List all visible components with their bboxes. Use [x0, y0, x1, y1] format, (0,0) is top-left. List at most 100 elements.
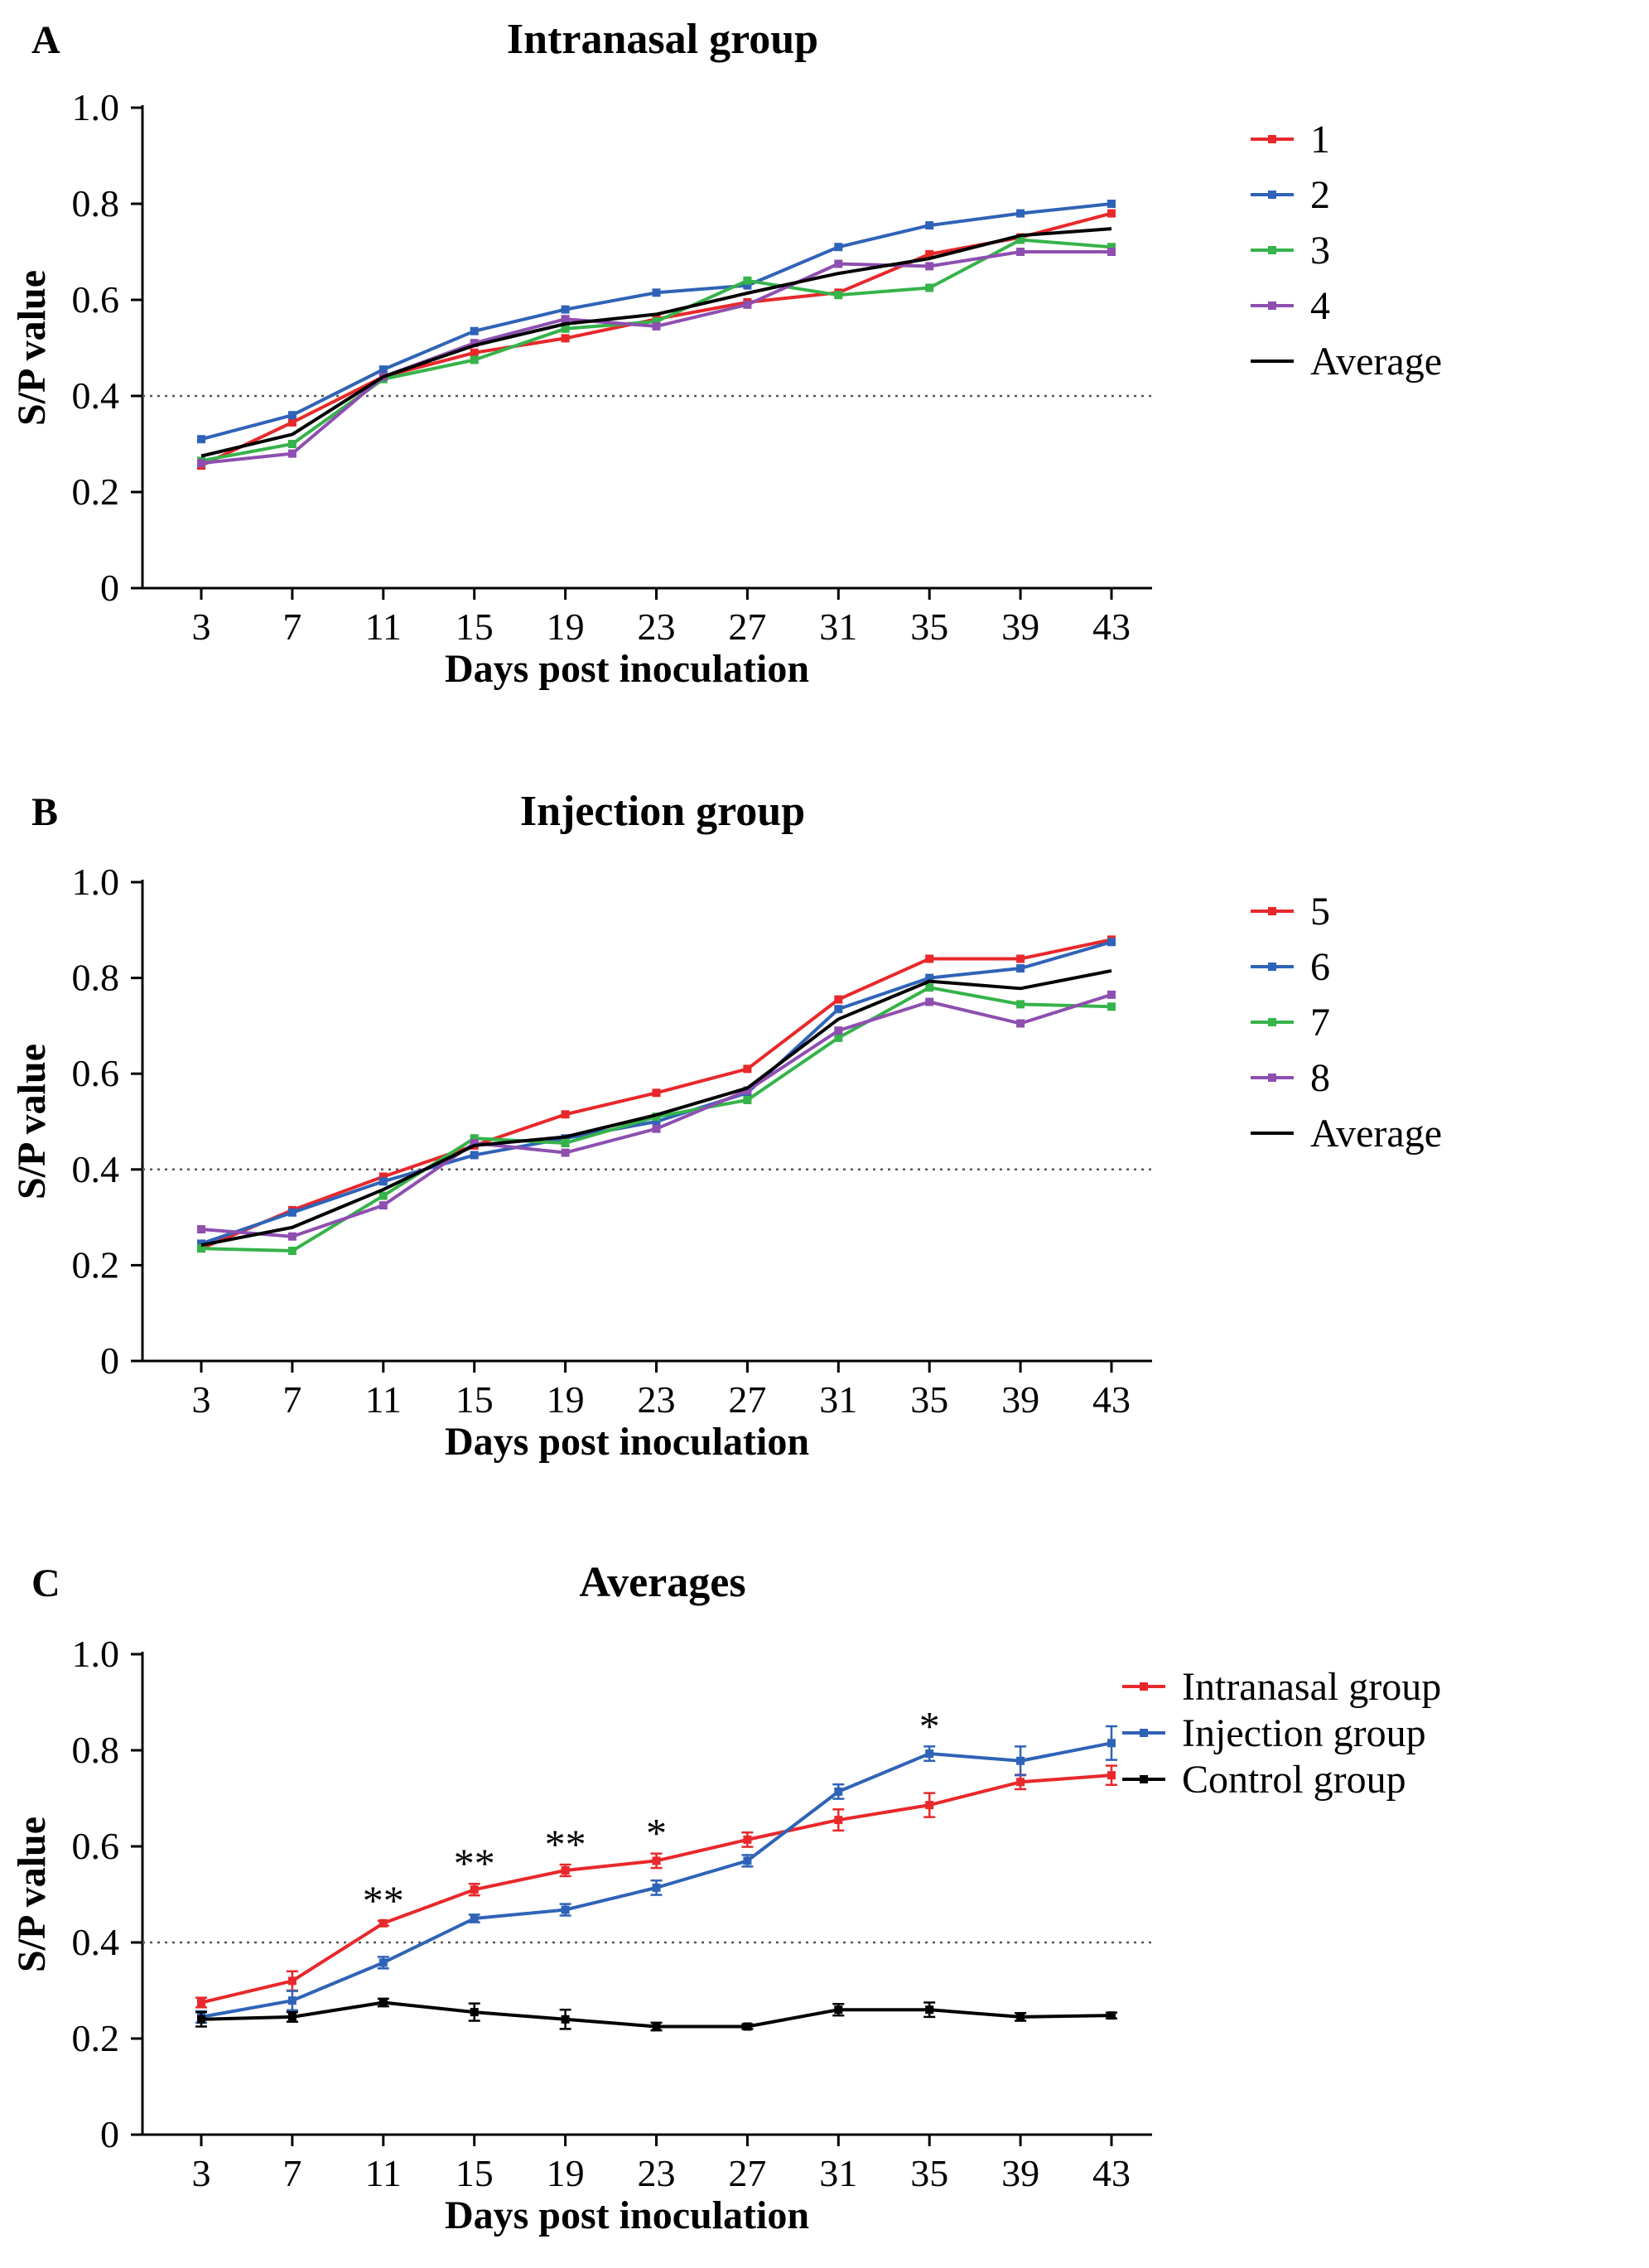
data-point [743, 2022, 752, 2031]
data-point [652, 1883, 661, 1892]
legend-marker [1268, 1074, 1276, 1082]
legend-label: Average [1310, 1112, 1442, 1156]
chart-panel-b: B Injection group 0 0.2 0.4 0.6 0.8 1.0 3 7 11 15 19… [10, 788, 1442, 1464]
data-point [1016, 964, 1025, 973]
x-tick-label: 27 [728, 1378, 766, 1421]
legend-item: 6 [1251, 945, 1330, 989]
y-tick-label: 0 [100, 1339, 119, 1382]
data-point [378, 1172, 388, 1181]
data-point [925, 262, 934, 271]
legend-marker [1268, 191, 1276, 199]
series-3 [197, 235, 1116, 466]
series-1 [197, 209, 1116, 470]
data-point [561, 1148, 570, 1157]
data-point [1016, 1000, 1025, 1009]
y-tick-label: 0.2 [72, 1243, 120, 1286]
data-point [652, 1117, 661, 1126]
legend-marker [1268, 963, 1276, 971]
data-point [1107, 2011, 1116, 2020]
series-line [200, 227, 1112, 458]
data-point [743, 1835, 752, 1844]
legend-item: 4 [1251, 284, 1330, 328]
data-point [197, 459, 205, 468]
data-point [197, 1998, 205, 2007]
y-tick-label: 0.2 [72, 470, 120, 513]
legend-label: Average [1310, 340, 1442, 384]
data-point [925, 1749, 934, 1759]
data-point [834, 1787, 843, 1796]
legend-marker [1140, 1682, 1148, 1691]
x-tick-label: 7 [282, 606, 301, 648]
data-point [470, 355, 479, 364]
data-point [561, 334, 570, 343]
legend-label: Intranasal group [1182, 1665, 1441, 1709]
x-tick-label: 23 [638, 2152, 676, 2194]
data-point [1016, 209, 1025, 218]
x-tick-label: 15 [456, 606, 494, 648]
data-point [1107, 200, 1116, 208]
legend-label: 8 [1310, 1056, 1330, 1100]
data-point [470, 348, 479, 357]
data-point [470, 1885, 479, 1894]
legend-label: 7 [1310, 1001, 1330, 1045]
data-point [743, 281, 752, 290]
x-tick-label: 3 [192, 1378, 211, 1421]
data-point [1107, 248, 1116, 256]
data-point [470, 2008, 479, 2017]
legend-item: 2 [1251, 173, 1330, 217]
data-point [1107, 243, 1116, 252]
y-tick-label: 0.8 [72, 1729, 120, 1771]
data-point [652, 1112, 661, 1122]
data-point [834, 291, 843, 300]
data-point [925, 983, 934, 992]
y-tick-label: 1.0 [72, 861, 120, 903]
x-tick-label: 7 [282, 2152, 301, 2194]
series-line [200, 238, 1112, 463]
legend-marker [1140, 1775, 1148, 1783]
data-point [652, 1124, 661, 1133]
y-axis-label: S/P value [10, 270, 54, 426]
data-point [1016, 1756, 1025, 1765]
series-line [200, 250, 1111, 466]
panel-letter: C [31, 1561, 60, 1605]
data-point [378, 1177, 388, 1186]
chart-title: Intranasal group [507, 16, 818, 63]
legend-marker [1268, 907, 1276, 915]
series-average [200, 227, 1112, 458]
data-point [925, 1801, 934, 1810]
data-point [287, 2012, 297, 2021]
legend-label: 1 [1310, 118, 1330, 162]
data-point [378, 365, 388, 374]
data-point [834, 1816, 843, 1825]
series-4 [197, 248, 1116, 468]
legend-item: 7 [1251, 1001, 1330, 1045]
data-point [652, 2022, 661, 2031]
x-tick-label: 15 [456, 1378, 494, 1421]
data-point [743, 1064, 752, 1074]
data-point [925, 2005, 934, 2015]
x-tick-label: 31 [819, 606, 857, 648]
data-point [561, 1110, 570, 1119]
series-5 [197, 935, 1116, 1253]
data-point [834, 243, 843, 252]
y-tick-label: 0.4 [72, 1921, 120, 1963]
y-tick-label: 0 [100, 567, 119, 609]
x-tick-label: 11 [365, 2152, 402, 2194]
y-tick-label: 1.0 [72, 86, 120, 128]
x-axis-label: Days post inoculation [445, 2193, 809, 2237]
data-point [743, 1095, 752, 1104]
x-tick-label: 35 [910, 2152, 948, 2194]
legend-label: Control group [1182, 1758, 1406, 1802]
y-tick-label: 1.0 [72, 1633, 120, 1675]
panel-letter: B [31, 790, 58, 834]
series-2 [197, 200, 1116, 444]
legend-item: Average [1251, 340, 1442, 384]
data-point [287, 1996, 297, 2005]
legend-label: 6 [1310, 945, 1330, 989]
data-point [1107, 938, 1116, 947]
data-point [197, 1244, 205, 1253]
data-point [834, 259, 843, 268]
legend-label: 3 [1310, 229, 1330, 273]
y-tick-label: 0.2 [72, 2017, 120, 2059]
